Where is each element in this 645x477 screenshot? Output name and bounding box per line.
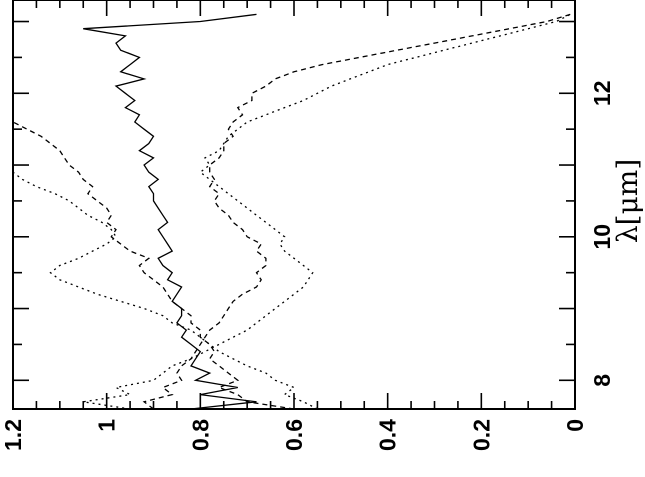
series-line-2 (12, 14, 295, 410)
series-line-1 (83, 13, 257, 410)
x-axis-title: λ[μm] (611, 159, 644, 243)
value-tick-label: 1.2 (0, 419, 26, 451)
label-layer: 0 0.2 0.4 0.6 0.8 1 1.2 8 10 12 (0, 80, 615, 451)
series-line-3 (142, 13, 571, 410)
plot-frame (12, 0, 576, 410)
value-tick-label: 0 (562, 419, 588, 432)
value-tick-label: 0.4 (375, 419, 401, 451)
wavelength-tick-label: 8 (589, 374, 615, 387)
series-layer (12, 13, 571, 410)
value-tick-label: 0.2 (468, 419, 494, 451)
value-tick-label: 0.8 (187, 419, 213, 451)
series-line-4 (12, 14, 318, 410)
value-tick-label: 1 (94, 419, 120, 432)
value-tick-label: 0.6 (281, 419, 307, 451)
wavelength-tick-label: 12 (589, 80, 615, 106)
wavelength-tick-label: 10 (589, 224, 615, 250)
series-line-5 (83, 13, 571, 410)
tick-layer (12, 0, 576, 409)
